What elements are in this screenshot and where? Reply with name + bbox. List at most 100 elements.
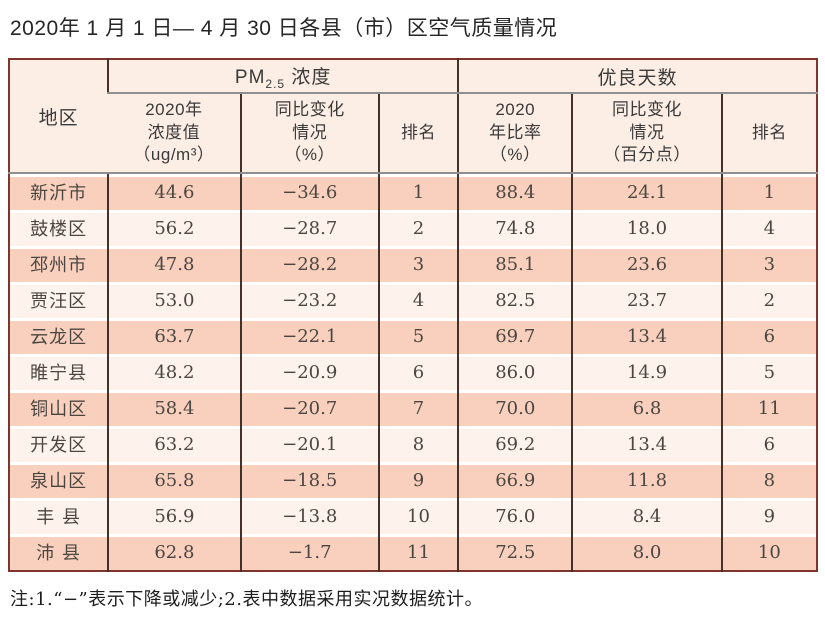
cell-region: 睢宁县 [9, 354, 109, 390]
cell-pm-value: 58.4 [107, 390, 241, 426]
cell-region: 云龙区 [9, 318, 109, 354]
cell-ratio-change: 18.0 [571, 210, 722, 246]
cell-pm-change: −28.2 [239, 246, 379, 282]
cell-pm-rank: 1 [377, 173, 459, 210]
header-ratio: 2020 年比率 （%） [457, 93, 573, 174]
cell-ratio-rank: 2 [720, 282, 817, 318]
cell-region: 鼓楼区 [9, 210, 109, 246]
cell-pm-rank: 4 [377, 282, 459, 318]
cell-pm-change: −28.7 [239, 210, 379, 246]
header-group-good-days: 优良天数 [457, 59, 817, 94]
cell-ratio: 86.0 [457, 354, 573, 390]
cell-region: 贾汪区 [9, 282, 109, 318]
page-title: 2020年 1 月 1 日— 4 月 30 日各县（市）区空气质量情况 [10, 17, 558, 40]
cell-region: 开发区 [9, 426, 109, 462]
header-group-pm25: PM2.5 浓度 [107, 59, 459, 94]
cell-ratio-change: 13.4 [571, 426, 722, 462]
cell-pm-change: −23.2 [239, 282, 379, 318]
cell-ratio-rank: 10 [720, 534, 817, 571]
cell-pm-value: 63.2 [107, 426, 241, 462]
cell-ratio: 72.5 [457, 534, 573, 571]
cell-pm-change: −20.1 [239, 426, 379, 462]
cell-ratio: 82.5 [457, 282, 573, 318]
header-pm-value: 2020年 浓度值 （ug/m³） [108, 93, 241, 174]
cell-pm-change: −1.7 [239, 534, 379, 571]
cell-ratio-change: 8.4 [571, 498, 722, 534]
cell-pm-change: −20.7 [239, 390, 379, 426]
cell-ratio-change: 14.9 [571, 354, 722, 390]
header-ratio-change: 同比变化 情况 （百分点） [571, 93, 722, 174]
cell-pm-value: 47.8 [107, 246, 241, 282]
cell-region: 泉山区 [9, 462, 109, 498]
cell-pm-value: 65.8 [107, 462, 241, 498]
cell-ratio: 74.8 [457, 210, 573, 246]
table-row: 铜山区 58.4 −20.7 7 70.0 6.8 11 [9, 390, 817, 426]
table-row: 泉山区 65.8 −18.5 9 66.9 11.8 8 [9, 462, 817, 498]
cell-pm-rank: 5 [377, 318, 459, 354]
footnote: 注:1.“−”表示下降或减少;2.表中数据采用实况数据统计。 [10, 589, 483, 610]
cell-ratio-change: 6.8 [571, 390, 722, 426]
cell-ratio-change: 13.4 [571, 318, 722, 354]
table-row: 云龙区 63.7 −22.1 5 69.7 13.4 6 [9, 318, 817, 354]
cell-ratio-rank: 5 [720, 354, 817, 390]
table-row: 新沂市 44.6 −34.6 1 88.4 24.1 1 [9, 173, 817, 210]
cell-pm-value: 48.2 [107, 354, 241, 390]
cell-region: 沛 县 [9, 534, 109, 571]
cell-ratio: 66.9 [457, 462, 573, 498]
cell-ratio-change: 8.0 [571, 534, 722, 571]
cell-region: 邳州市 [9, 246, 109, 282]
cell-ratio-rank: 6 [720, 318, 817, 354]
table-row: 开发区 63.2 −20.1 8 69.2 13.4 6 [9, 426, 817, 462]
header-subrow: 2020年 浓度值 （ug/m³） 同比变化 情况 （%） 排名 2020 年比… [9, 93, 817, 174]
header-ratio-rank: 排名 [720, 93, 817, 174]
cell-ratio-rank: 8 [720, 462, 817, 498]
cell-pm-value: 44.6 [107, 173, 241, 210]
cell-region: 新沂市 [9, 173, 109, 210]
table-header: 地区 PM2.5 浓度 优良天数 2020年 浓度值 （ug/m³） 同比变化 … [9, 59, 817, 174]
cell-ratio-change: 24.1 [571, 173, 722, 210]
cell-pm-change: −13.8 [239, 498, 379, 534]
cell-ratio-rank: 4 [720, 210, 817, 246]
cell-ratio-rank: 11 [720, 390, 817, 426]
table-body: 新沂市 44.6 −34.6 1 88.4 24.1 1 鼓楼区 56.2 −28.7 2 74.8 1… [9, 173, 817, 571]
header-region: 地区 [9, 59, 109, 174]
cell-pm-rank: 6 [377, 354, 459, 390]
cell-pm-rank: 8 [377, 426, 459, 462]
air-quality-table: 地区 PM2.5 浓度 优良天数 2020年 浓度值 （ug/m³） 同比变化 … [8, 58, 818, 572]
cell-pm-value: 56.2 [107, 210, 241, 246]
table-row: 邳州市 47.8 −28.2 3 85.1 23.6 3 [9, 246, 817, 282]
cell-ratio-rank: 9 [720, 498, 817, 534]
cell-pm-change: −22.1 [239, 318, 379, 354]
cell-pm-value: 63.7 [107, 318, 241, 354]
cell-pm-rank: 3 [377, 246, 459, 282]
cell-ratio-rank: 1 [720, 173, 817, 210]
cell-ratio: 69.2 [457, 426, 573, 462]
cell-pm-rank: 7 [377, 390, 459, 426]
table-row: 睢宁县 48.2 −20.9 6 86.0 14.9 5 [9, 354, 817, 390]
pm25-label-subscript: 2.5 [265, 76, 286, 91]
cell-pm-rank: 2 [377, 210, 459, 246]
cell-ratio-change: 23.6 [571, 246, 722, 282]
cell-pm-rank: 10 [377, 498, 459, 534]
cell-ratio-change: 23.7 [571, 282, 722, 318]
table-row: 沛 县 62.8 −1.7 11 72.5 8.0 10 [9, 534, 817, 571]
header-pm-rank: 排名 [377, 93, 459, 174]
cell-pm-change: −34.6 [239, 173, 379, 210]
cell-pm-change: −18.5 [239, 462, 379, 498]
header-group-row: 地区 PM2.5 浓度 优良天数 [9, 59, 817, 174]
header-pm-change: 同比变化 情况 （%） [239, 93, 379, 174]
cell-region: 铜山区 [9, 390, 109, 426]
cell-ratio-change: 11.8 [571, 462, 722, 498]
table-row: 鼓楼区 56.2 −28.7 2 74.8 18.0 4 [9, 210, 817, 246]
cell-ratio: 85.1 [457, 246, 573, 282]
cell-ratio: 70.0 [457, 390, 573, 426]
table-row: 丰 县 56.9 −13.8 10 76.0 8.4 9 [9, 498, 817, 534]
cell-pm-value: 56.9 [107, 498, 241, 534]
cell-ratio-rank: 3 [720, 246, 817, 282]
cell-pm-rank: 11 [377, 534, 459, 571]
cell-ratio-rank: 6 [720, 426, 817, 462]
cell-ratio: 88.4 [457, 173, 573, 210]
table-row: 贾汪区 53.0 −23.2 4 82.5 23.7 2 [9, 282, 817, 318]
cell-ratio: 69.7 [457, 318, 573, 354]
